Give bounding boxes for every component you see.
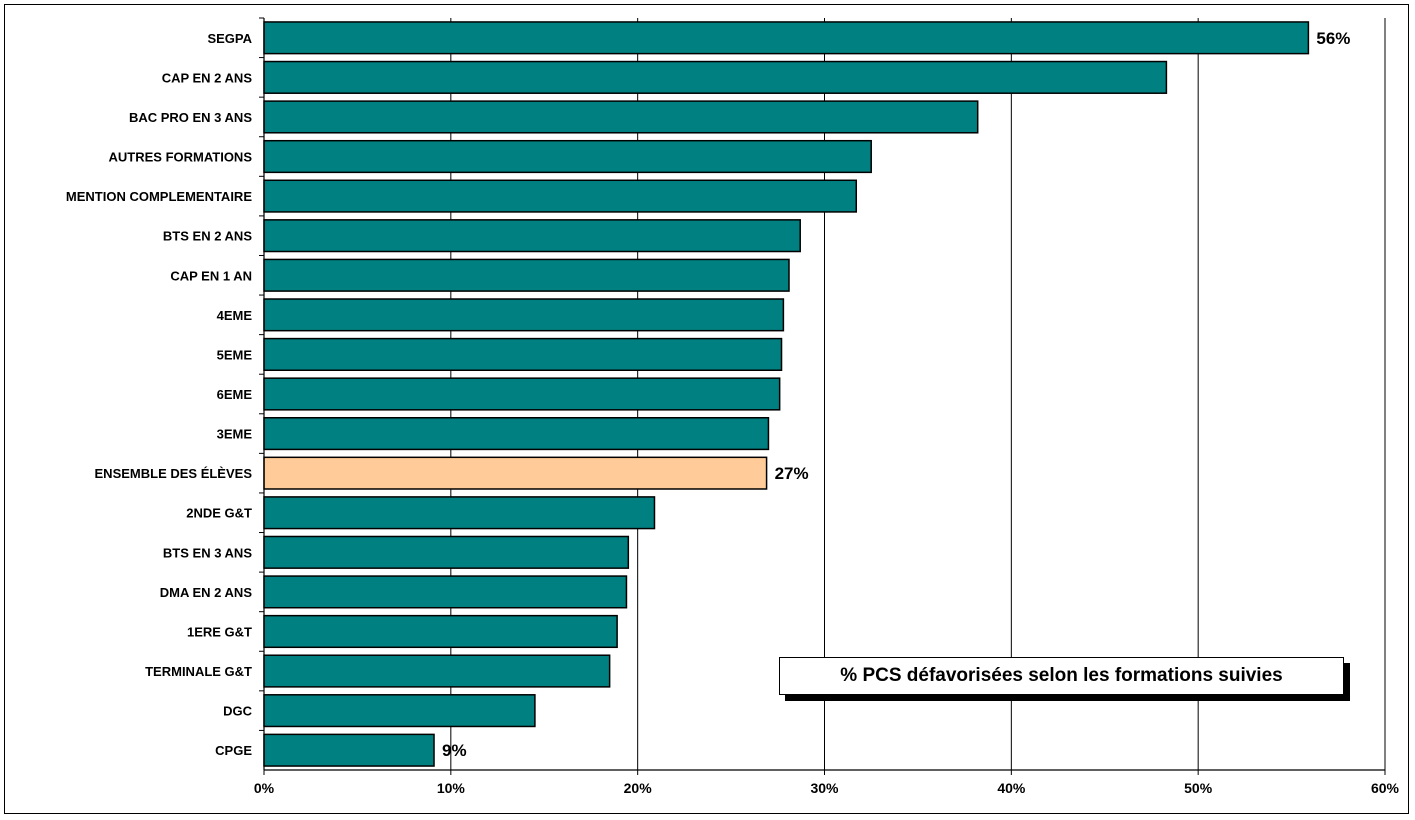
bar: [263, 654, 611, 688]
x-tick-label: 20%: [624, 780, 653, 796]
bar: [263, 733, 435, 767]
category-label: MENTION COMPLEMENTAIRE: [66, 189, 252, 204]
bar: [263, 258, 790, 292]
bar: [263, 416, 770, 451]
category-label: 2NDE G&T: [186, 506, 252, 521]
bar: [263, 21, 1310, 55]
bar: [263, 298, 785, 332]
x-tick-label: 30%: [810, 780, 839, 796]
data-label: 56%: [1316, 29, 1350, 48]
x-tick-label: 0%: [254, 780, 275, 796]
category-label: BAC PRO EN 3 ANS: [129, 110, 252, 125]
bar: [263, 496, 656, 530]
chart-title: % PCS défavorisées selon les formations …: [840, 665, 1283, 686]
category-label: CPGE: [215, 743, 252, 758]
bar: [263, 456, 768, 490]
chart-frame: SEGPA CAP EN 2 ANS BAC PRO EN 3 ANS AUTRES …: [4, 4, 1409, 814]
x-tick-label: 10%: [437, 780, 466, 796]
x-axis: 0% 10% 20% 30% 40% 50% 60%: [254, 17, 1400, 796]
category-label: 5EME: [217, 347, 253, 362]
category-label: CAP EN 2 ANS: [162, 70, 253, 85]
bar: [263, 100, 979, 134]
category-label: 3EME: [217, 427, 253, 442]
bar: [263, 575, 628, 609]
x-tick-label: 50%: [1184, 780, 1213, 796]
bar-series: [263, 21, 1310, 767]
bar-chart: SEGPA CAP EN 2 ANS BAC PRO EN 3 ANS AUTRES …: [66, 17, 1400, 796]
category-label: ENSEMBLE DES ÉLÈVES: [95, 466, 253, 481]
chart-title-box: % PCS défavorisées selon les formations …: [779, 657, 1344, 695]
category-label: 1ERE G&T: [187, 624, 252, 639]
category-label: AUTRES FORMATIONS: [109, 150, 253, 165]
bar: [263, 179, 858, 213]
category-label: SEGPA: [207, 31, 252, 46]
bar: [263, 337, 783, 372]
data-labels: 56% 27% 9%: [442, 29, 1350, 760]
category-labels: SEGPA CAP EN 2 ANS BAC PRO EN 3 ANS AUTRES …: [66, 31, 253, 758]
data-label: 27%: [775, 464, 809, 483]
bar: [263, 614, 618, 649]
x-tick-label: 40%: [997, 780, 1026, 796]
category-label: CAP EN 1 AN: [170, 268, 252, 283]
bar: [263, 377, 781, 411]
data-label: 9%: [442, 741, 467, 760]
category-label: DMA EN 2 ANS: [160, 585, 253, 600]
bar: [263, 694, 536, 728]
category-label: TERMINALE G&T: [145, 664, 252, 679]
x-tick-label: 60%: [1371, 780, 1400, 796]
category-label: 4EME: [217, 308, 253, 323]
category-label: DGC: [223, 704, 253, 719]
category-label: 6EME: [217, 387, 253, 402]
category-label: BTS EN 2 ANS: [163, 229, 252, 244]
bar: [263, 60, 1168, 94]
bar: [263, 139, 872, 174]
bar: [263, 219, 801, 253]
category-label: BTS EN 3 ANS: [163, 545, 252, 560]
bar: [263, 535, 630, 569]
